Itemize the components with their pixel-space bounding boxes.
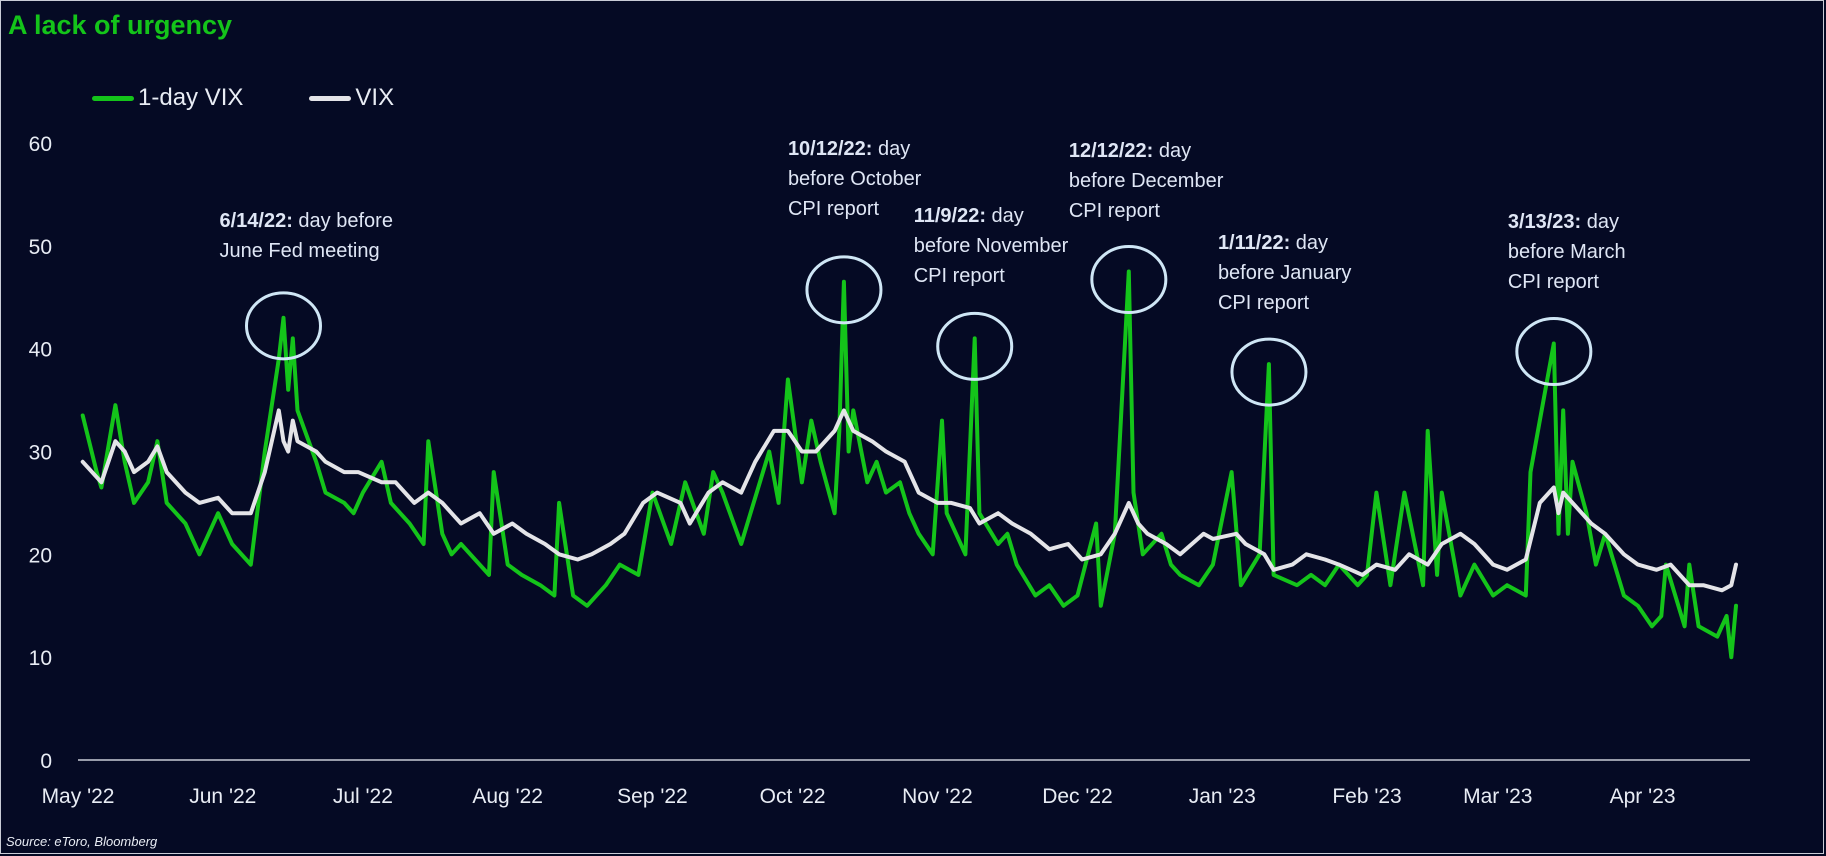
- legend-item-vix: VIX: [309, 84, 394, 112]
- y-tick-label: 40: [29, 339, 52, 362]
- annotation-label: before October: [788, 168, 922, 190]
- y-tick-label: 20: [29, 544, 52, 567]
- legend-swatch-vix: [309, 95, 352, 101]
- x-tick-label: May '22: [42, 785, 115, 808]
- y-tick-label: 50: [29, 236, 52, 259]
- chart-title: A lack of urgency: [8, 10, 233, 40]
- y-tick-label: 10: [29, 647, 52, 670]
- y-tick-label: 0: [40, 750, 52, 773]
- legend-item-1day-vix: 1-day VIX: [92, 84, 243, 112]
- x-tick-label: Jan '23: [1189, 785, 1256, 808]
- annotation-label: CPI report: [914, 265, 1006, 287]
- annotation-circle: [936, 311, 1014, 381]
- legend-label-1day-vix: 1-day VIX: [138, 84, 244, 111]
- x-tick-label: Jun '22: [189, 785, 256, 808]
- annotation-label: 12/12/22: day: [1069, 140, 1191, 162]
- annotation-label: 11/9/22: day: [914, 205, 1024, 227]
- x-tick-label: Apr '23: [1610, 785, 1676, 808]
- annotation-label: before March: [1508, 241, 1626, 263]
- annotation-label: CPI report: [1069, 200, 1161, 222]
- legend-label-vix: VIX: [355, 84, 395, 111]
- annotation-circle: [1230, 337, 1308, 407]
- y-tick-label: 60: [29, 133, 52, 156]
- annotation-circle: [244, 291, 322, 361]
- annotation-label: 1/11/22: day: [1218, 232, 1328, 254]
- x-tick-label: Jul '22: [333, 785, 393, 808]
- annotation-circle: [805, 255, 883, 325]
- source-note: Source: eToro, Bloomberg: [6, 834, 158, 849]
- annotation-label: before November: [914, 235, 1069, 257]
- annotation-circle: [1515, 317, 1593, 387]
- annotation-label: 10/12/22: day: [788, 138, 910, 160]
- x-tick-label: Dec '22: [1042, 785, 1113, 808]
- annotation-label: CPI report: [788, 198, 880, 220]
- legend: 1-day VIX VIX: [92, 84, 460, 112]
- annotation-circle: [1090, 245, 1168, 315]
- annotation-label: before December: [1069, 170, 1224, 192]
- annotation-label: CPI report: [1218, 292, 1310, 314]
- x-tick-label: Feb '23: [1332, 785, 1401, 808]
- x-tick-label: Aug '22: [472, 785, 543, 808]
- x-tick-label: Sep '22: [617, 785, 688, 808]
- annotation-label: 6/14/22: day before: [219, 210, 392, 232]
- x-tick-label: Nov '22: [902, 785, 973, 808]
- x-tick-label: Mar '23: [1463, 785, 1532, 808]
- y-tick-label: 30: [29, 442, 52, 465]
- annotation-label: 3/13/23: day: [1508, 211, 1619, 233]
- series-line-1day-vix: [80, 269, 1738, 660]
- annotation-label: CPI report: [1508, 271, 1600, 293]
- x-tick-label: Oct '22: [760, 785, 826, 808]
- legend-swatch-1day-vix: [92, 95, 134, 101]
- annotation-label: before January: [1218, 262, 1351, 284]
- series-line-vix: [80, 408, 1738, 593]
- annotation-label: June Fed meeting: [219, 240, 379, 262]
